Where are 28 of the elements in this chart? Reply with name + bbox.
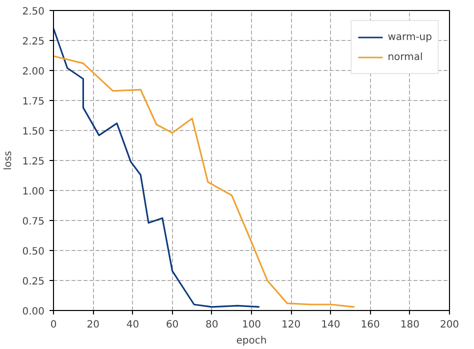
x-tick-label: 40 [126, 320, 140, 330]
y-tick-label: 1.50 [22, 126, 44, 138]
y-tick-label: 1.00 [22, 186, 44, 198]
x-tick-label: 20 [86, 320, 100, 330]
y-tick-label: 2.25 [22, 36, 44, 48]
x-tick-label: 200 [440, 320, 460, 330]
y-tick-label: 1.75 [22, 96, 44, 108]
x-tick-label: 100 [242, 320, 262, 330]
y-tick-label: 0.00 [22, 306, 44, 318]
x-tick-label: 0 [50, 320, 57, 330]
y-tick-label: 0.50 [22, 246, 44, 258]
y-tick-label: 2.00 [22, 66, 44, 78]
x-tick-label: 60 [166, 320, 179, 330]
y-tick-label: 0.25 [22, 276, 44, 288]
y-tick-label: 1.25 [22, 156, 44, 168]
x-tick-label: 80 [206, 320, 218, 330]
x-tick-label: 120 [282, 320, 301, 330]
line-series [54, 55, 356, 308]
y-tick-label: 0.75 [22, 216, 44, 228]
x-tick-label: 160 [360, 320, 380, 330]
x-tick-label: 180 [400, 320, 420, 330]
y-axis-title: loss [3, 150, 14, 170]
legend-label: normal [388, 52, 423, 62]
y-tick-label: 2.50 [22, 6, 44, 18]
x-axis-title: epoch [236, 336, 267, 346]
legend-label: warm-up [388, 32, 432, 42]
line-series [54, 28, 260, 308]
x-tick-label: 140 [321, 320, 340, 330]
